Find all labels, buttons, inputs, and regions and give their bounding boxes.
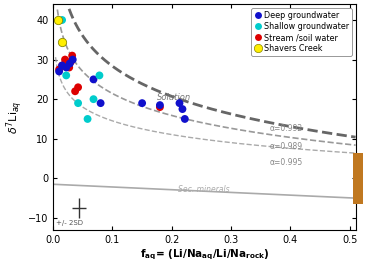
Point	[59, 40, 65, 44]
Point	[177, 101, 182, 105]
Point	[69, 53, 75, 58]
Text: α=0.992: α=0.992	[270, 124, 303, 133]
Point	[62, 57, 68, 62]
Point	[63, 65, 69, 70]
Point	[63, 73, 69, 78]
Text: Clay: Clay	[353, 170, 363, 187]
Point	[157, 103, 163, 107]
Point	[59, 63, 65, 68]
Text: Sec. minerals: Sec. minerals	[178, 185, 229, 194]
Point	[64, 61, 70, 66]
Point	[139, 101, 145, 105]
Point	[56, 69, 62, 74]
Point	[56, 67, 62, 72]
Point	[91, 77, 97, 81]
Text: Solution: Solution	[157, 93, 191, 102]
Point	[55, 18, 61, 22]
Point	[157, 105, 163, 109]
Point	[85, 117, 91, 121]
Legend: Deep groundwater, Shallow groundwater, Stream /soil water, Shavers Creek: Deep groundwater, Shallow groundwater, S…	[251, 8, 352, 56]
Point	[59, 18, 65, 22]
Point	[179, 107, 185, 111]
Point	[59, 63, 65, 68]
Point	[182, 117, 188, 121]
Point	[91, 97, 97, 101]
Text: α=0.995: α=0.995	[270, 158, 303, 167]
X-axis label: $\mathbf{f_{aq}}$= (Li/Na$_\mathbf{aq}$/Li/Na$_\mathbf{rock}$): $\mathbf{f_{aq}}$= (Li/Na$_\mathbf{aq}$/…	[139, 247, 269, 262]
Point	[72, 89, 78, 93]
Point	[67, 61, 73, 66]
Text: α=0.989: α=0.989	[270, 142, 303, 151]
Point	[68, 59, 74, 64]
Point	[75, 85, 81, 89]
Point	[66, 65, 72, 70]
Point	[75, 101, 81, 105]
Y-axis label: $\delta^7$Li$_{aq}$: $\delta^7$Li$_{aq}$	[4, 100, 25, 134]
Text: +/- 2SD: +/- 2SD	[56, 220, 83, 226]
Point	[70, 57, 76, 62]
Point	[97, 73, 102, 78]
Point	[98, 101, 103, 105]
Bar	[353, 153, 363, 204]
